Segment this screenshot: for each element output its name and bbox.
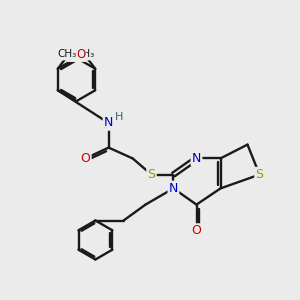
Text: N: N — [192, 152, 201, 165]
Text: N: N — [104, 116, 113, 130]
Text: S: S — [256, 168, 263, 181]
Text: O: O — [68, 48, 77, 61]
Text: CH₃: CH₃ — [76, 49, 95, 59]
Text: O: O — [192, 224, 201, 238]
Text: O: O — [76, 48, 85, 61]
Text: N: N — [169, 182, 178, 195]
Text: CH₃: CH₃ — [57, 49, 76, 59]
Text: H: H — [115, 112, 124, 122]
Text: S: S — [148, 168, 155, 181]
Text: O: O — [81, 152, 90, 165]
